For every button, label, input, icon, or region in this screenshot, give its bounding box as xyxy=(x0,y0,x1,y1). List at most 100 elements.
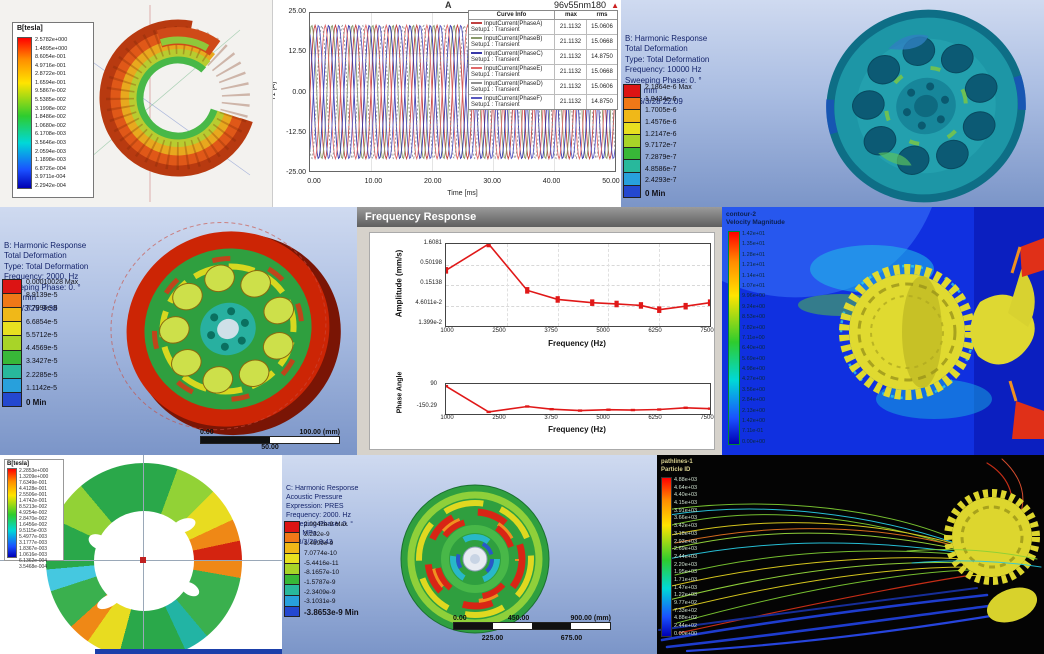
legend-value: 2.2853e+000 xyxy=(19,468,49,474)
legend-value: 1.4742e-001 xyxy=(19,498,48,504)
y-axis-ticks: 25.00 12.50 0.00 -12.50 -25.00 xyxy=(279,8,306,176)
legend-value: 7.33e+02 xyxy=(674,607,698,614)
legend-value: 4.40e+03 xyxy=(674,492,698,499)
curve-rms: 15.0668 xyxy=(591,39,613,45)
legend-value: 9.5115e-003 xyxy=(19,528,47,534)
legend-value: 1.4895e+000 xyxy=(35,45,68,52)
legend-value: 2.9942e-9 Max xyxy=(304,521,348,528)
header-line: Sweeping Phase: 0. ° xyxy=(286,521,354,528)
legend-value: 2.5506e-001 xyxy=(19,492,48,498)
legend-value: 6.40e+00 xyxy=(742,345,766,352)
curve-color-chip xyxy=(471,52,482,55)
legend-value: 2.69e+03 xyxy=(674,546,698,553)
legend-value: 1.07e+01 xyxy=(742,282,766,289)
tick-label: 7500 xyxy=(700,415,714,421)
curve-setup: Setup1 : Transient xyxy=(471,72,520,78)
window-title-bar[interactable]: Frequency Response xyxy=(357,207,722,227)
header-line: Frequency: 10000 Hz xyxy=(625,65,702,74)
curve-setup: Setup1 : Transient xyxy=(471,27,520,33)
legend-row: InputCurrent(PhaseA) Setup1 : Transient … xyxy=(469,20,617,35)
legend-value: 1.47e+03 xyxy=(674,584,698,591)
legend-value: 4.9254e-002 xyxy=(19,510,48,516)
legend-value: 1.3209e+000 xyxy=(19,474,49,480)
legend-value: -8.1657e-10 xyxy=(304,569,340,577)
phase-tick-bottom: -150.29 xyxy=(416,403,437,409)
legend-value: 1.71e+03 xyxy=(674,576,698,583)
legend-row: InputCurrent(PhaseD) Setup1 : Transient … xyxy=(469,80,617,95)
tick-label: 5000 xyxy=(596,415,610,421)
header-line: Type: Total Deformation xyxy=(4,261,89,271)
legend-value: 0 Min xyxy=(26,397,47,407)
ruler-mid: 50.00 xyxy=(261,444,279,451)
legend-value: 2.84e+00 xyxy=(742,397,766,404)
legend-value: 1.9434e-6 xyxy=(645,95,677,103)
window-edge xyxy=(95,649,282,654)
ruler-bar xyxy=(453,622,611,630)
colorbar-gradient xyxy=(7,468,17,558)
legend-row: InputCurrent(PhaseE) Setup1 : Transient … xyxy=(469,65,617,80)
legend-value: 2.0594e-003 xyxy=(35,148,66,155)
legend-value: 2.2942e-004 xyxy=(35,182,66,189)
legend-value: 7.82e+00 xyxy=(742,324,766,331)
frequency-response-window: Frequency Response Amplitude (mm/s) 1.60… xyxy=(357,207,722,455)
phase-x-ticks: 1000 2500 3750 5000 6250 7500 xyxy=(435,415,719,421)
curve-color-chip xyxy=(471,97,482,100)
ruler-max: 900.00 (mm) xyxy=(570,615,611,622)
legend-value: 4.15e+03 xyxy=(674,500,698,507)
legend-value: -2.3409e-9 xyxy=(304,588,336,596)
amplitude-curve xyxy=(446,244,710,313)
header-line: B: Harmonic Response xyxy=(4,240,87,250)
legend-value: 7.11e+00 xyxy=(742,334,765,341)
legend-value: 1.42e+00 xyxy=(742,418,766,425)
header-line: Sweeping Phase: 0. ° xyxy=(625,75,702,85)
legend-value: 2.8722e-001 xyxy=(35,71,66,78)
header-line: B: Harmonic Response xyxy=(625,33,708,43)
curve-color-chip xyxy=(471,37,482,40)
amp-y-axis-label: Amplitude (mm/s) xyxy=(394,249,404,318)
legend-value: 6.8726e-004 xyxy=(35,165,66,172)
curve-rms: 15.0606 xyxy=(591,84,613,90)
legend-value: 4.4128e-001 xyxy=(19,486,48,492)
curve-color-chip xyxy=(471,82,482,85)
scale-ruler: 0.00 100.00 (mm) 50.00 xyxy=(200,429,340,451)
pathlines-legend-header: pathlines-1 Particle ID xyxy=(661,459,693,474)
warning-triangle-icon[interactable]: ▲ xyxy=(611,1,619,10)
plot-title: 96v55nm180 xyxy=(553,0,606,10)
tick-label: 1000 xyxy=(440,328,454,334)
legend-value: 1.14e+01 xyxy=(742,272,766,279)
legend-value: 2.44e+02 xyxy=(674,623,698,630)
curve-max: 21.1132 xyxy=(555,50,587,64)
legend-value: 9.77e+02 xyxy=(674,600,698,606)
legend-value: 3.1998e-002 xyxy=(35,105,66,112)
scale-ruler: 0.00 450.00 900.00 (mm) 225.00 675.00 xyxy=(453,615,611,642)
curve-setup: Setup1 : Transient xyxy=(471,57,520,63)
legend-value: 2.1864e-6 Max xyxy=(645,84,692,91)
curve-max: 21.1132 xyxy=(555,95,587,109)
colorbar-labels: 2.9942e-9 Max 2.232e-9 1.4699e-9 7.0774e-10… xyxy=(304,521,359,617)
tick-label: 2500 xyxy=(492,415,506,421)
legend-value: 7.6349e-001 xyxy=(19,480,48,486)
legend-value: 6.1362e-004 xyxy=(19,558,48,564)
colorbar-gradient xyxy=(661,477,672,637)
legend-value: 4.98e+00 xyxy=(742,366,766,373)
header-line: Acoustic Pressure xyxy=(286,494,343,501)
wheel-deformation-graphic xyxy=(826,6,1026,206)
tick-label: 6250 xyxy=(648,328,662,334)
colorbar-labels: 0.00010028 Max 8.9139e-5 7.7996e-5 6.6854e-… xyxy=(26,279,78,407)
ruler-q1: 225.00 xyxy=(481,635,504,642)
amplitude-plot xyxy=(445,243,711,327)
tick-label: 2500 xyxy=(492,328,506,334)
panel-flux-3d: B[tesla] 2.5782e+000 1.4895e+000 8.6054e-0… xyxy=(0,0,272,207)
legend-row: InputCurrent(PhaseC) Setup1 : Transient … xyxy=(469,50,617,65)
legend-value: 2.13e+00 xyxy=(742,407,766,414)
tick-label: 0.00 xyxy=(307,178,321,185)
header-line: Frequency: 2000. Hz xyxy=(286,512,351,519)
legend-value: 3.5468e-004 xyxy=(19,564,48,570)
tick-label: 0.15138 xyxy=(420,280,442,286)
curve-color-chip xyxy=(471,67,482,70)
legend-value: 5.5712e-5 xyxy=(26,331,58,339)
legend-value: 1.0616e-003 xyxy=(19,552,48,558)
panel-harmonic-2000hz: B: Harmonic Response Total Deformation Typ… xyxy=(0,207,357,455)
legend-value: 0.00010028 Max xyxy=(26,279,79,286)
curve-setup: Setup1 : Transient xyxy=(471,102,520,108)
